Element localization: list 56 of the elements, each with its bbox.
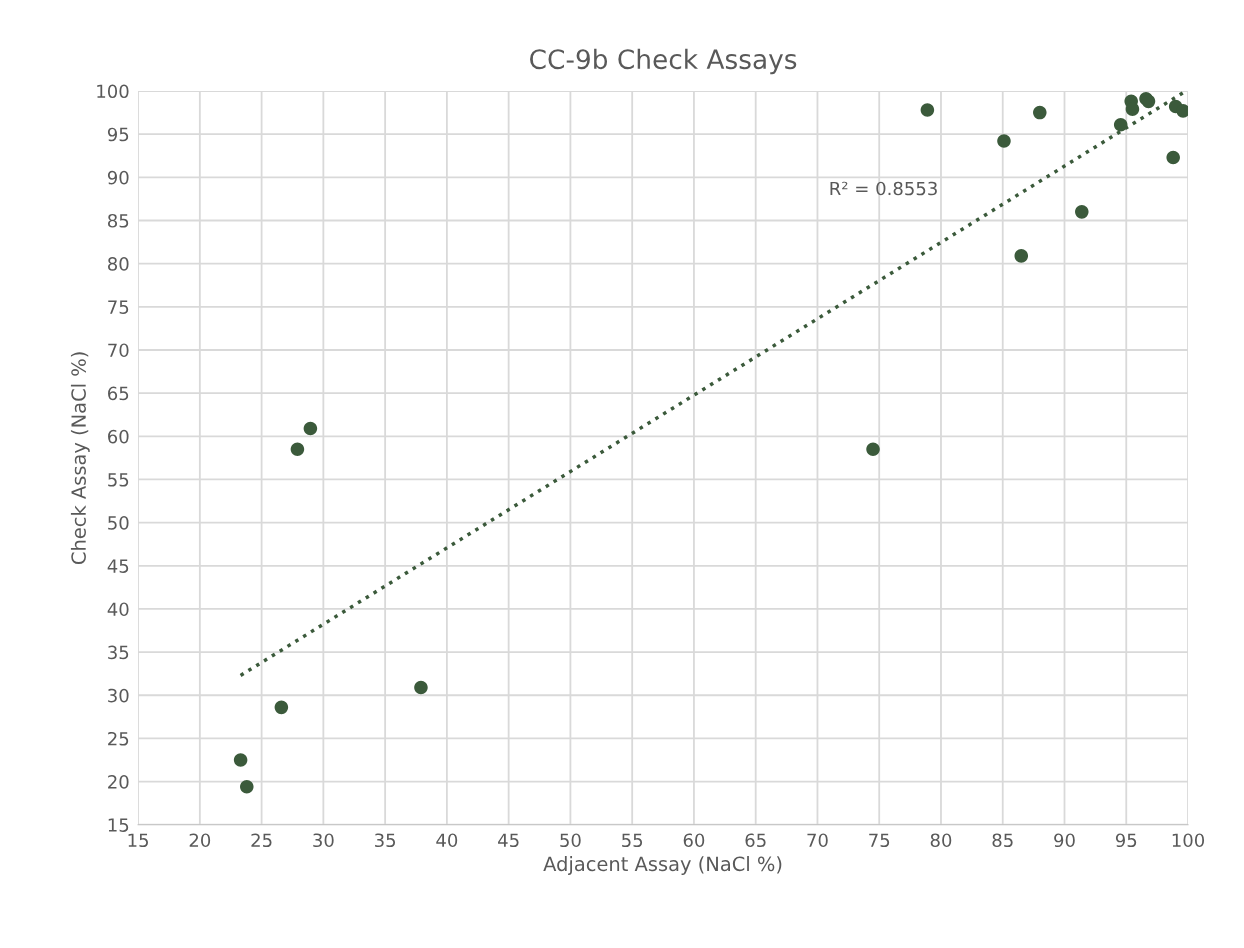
y-tick-label: 65: [108, 386, 129, 401]
chart-title: CC-9b Check Assays: [530, 48, 797, 75]
x-axis-title: Adjacent Assay (NaCl %): [543, 856, 782, 875]
point: [1166, 150, 1180, 165]
x-tick-label: 65: [745, 833, 766, 848]
y-tick-label: 75: [108, 300, 129, 314]
x-tick-label: 35: [375, 833, 396, 848]
point: [1014, 249, 1029, 263]
y-tick-label: 30: [108, 688, 129, 703]
y-tick-label: 15: [108, 818, 129, 832]
y-tick-label: 50: [108, 516, 129, 530]
point: [1125, 102, 1140, 116]
point: [290, 442, 305, 457]
x-tick-label: 50: [560, 833, 581, 848]
y-tick-label: 20: [108, 775, 129, 789]
x-tick-label: 80: [930, 833, 952, 848]
x-tick-label: 40: [436, 833, 458, 848]
y-tick-label: 40: [107, 602, 129, 617]
x-tick-label: 25: [251, 833, 272, 848]
x-tick-label: 90: [1054, 833, 1075, 848]
y-tick-label: 60: [108, 429, 129, 444]
y-axis-title: Check Assay (NaCl %): [70, 352, 90, 565]
point: [414, 680, 428, 695]
y-tick-label: 70: [108, 343, 129, 358]
x-tick-label: 45: [498, 833, 519, 848]
y-tick-label: 45: [107, 559, 129, 573]
y-tick-label: 90: [107, 170, 129, 185]
point: [920, 103, 935, 117]
point: [997, 134, 1011, 148]
x-tick-label: 85: [992, 833, 1013, 848]
point: [303, 421, 318, 436]
x-tick-label: 15: [128, 833, 148, 848]
point: [1075, 205, 1089, 219]
x-tick-label: 95: [1115, 833, 1137, 848]
y-tick-label: 95: [107, 127, 129, 142]
point: [274, 700, 289, 715]
point: [1033, 105, 1047, 120]
x-tick-label: 75: [869, 833, 890, 848]
y-tick-label: 35: [108, 645, 129, 660]
y-tick-label: 55: [108, 473, 129, 487]
x-tick-label: 30: [313, 833, 334, 848]
point: [1176, 104, 1189, 118]
y-tick-label: 80: [108, 257, 129, 271]
x-tick-label: 55: [622, 833, 643, 848]
point: [233, 753, 248, 767]
x-tick-label: 100: [1172, 833, 1205, 848]
x-tick-label: 20: [189, 833, 211, 848]
y-tick-label: 100: [97, 84, 129, 99]
y-tick-label: 85: [108, 213, 129, 228]
point: [1113, 117, 1128, 132]
x-tick-label: 60: [683, 833, 705, 848]
annotation: R² = 0.8553: [830, 181, 937, 196]
point: [240, 780, 254, 794]
x-tick-label: 70: [807, 833, 828, 848]
point: [866, 442, 880, 457]
y-tick-label: 25: [108, 731, 129, 746]
